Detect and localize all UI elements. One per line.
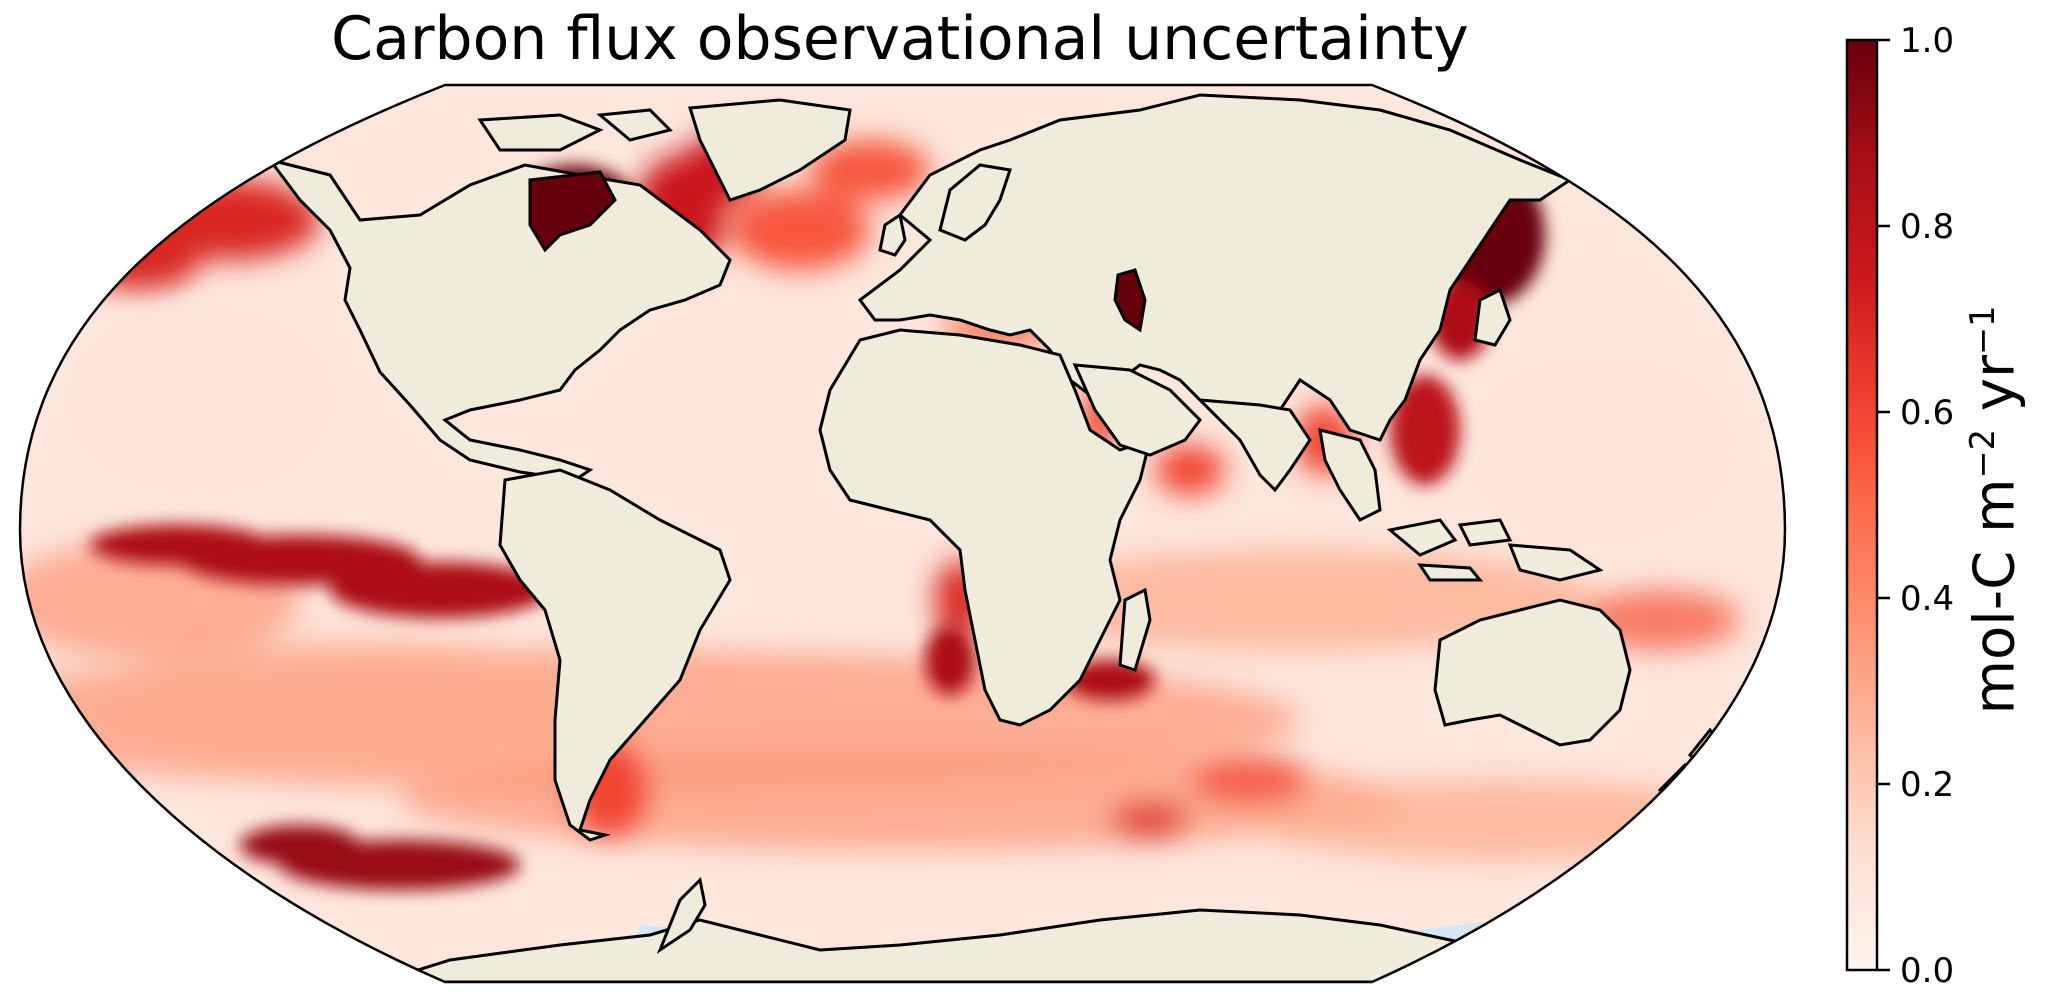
hudson-bay xyxy=(528,170,617,253)
land-masses xyxy=(266,93,1722,982)
background-band xyxy=(1250,780,1750,860)
colorbar-tick-label: 0.6 xyxy=(1900,393,1954,433)
hotspot-open-subtropical-gyres xyxy=(1480,370,1720,530)
australia xyxy=(1433,598,1632,747)
scandinavia xyxy=(938,163,1012,242)
colorbar-tick-label: 1.0 xyxy=(1900,21,1954,61)
background-band xyxy=(100,640,600,760)
japan xyxy=(1473,287,1512,347)
caspian-sea xyxy=(1113,268,1147,333)
madagascar xyxy=(1118,587,1152,672)
map-frame xyxy=(18,83,1787,984)
hotspot-southern-ocean-south-of-new-zealand xyxy=(240,825,360,865)
hotspot-arabian-sea xyxy=(1155,445,1225,495)
colorbar: 0.0 0.2 0.4 0.6 0.8 1.0 xyxy=(1845,21,1954,991)
hotspot-open-subtropical-gyres xyxy=(80,320,320,480)
colorbar-tick-label: 0.0 xyxy=(1900,951,1954,991)
hotspot-south-china-sea xyxy=(1390,375,1460,485)
hotspot-mozambique-channel-agulhas xyxy=(925,625,975,695)
britain xyxy=(878,212,907,257)
eurasia xyxy=(857,93,1574,464)
hotspot-north-atlantic-subpolar xyxy=(730,190,870,270)
arabia xyxy=(1072,363,1202,457)
colorbar-label: mol-C m−2 yr−1 xyxy=(1962,305,2028,715)
south-america xyxy=(498,468,732,842)
colorbar-tick-label: 0.8 xyxy=(1900,207,1954,247)
greenland xyxy=(688,98,852,202)
hotspot-north-atlantic-subpolar xyxy=(810,140,930,200)
africa xyxy=(818,328,1153,727)
india xyxy=(1196,398,1312,493)
background-band xyxy=(1110,800,1190,840)
colorbar-tick-label: 0.4 xyxy=(1900,579,1954,619)
map-title: Carbon flux observational uncertainty xyxy=(331,4,1469,74)
hotspot-peru-upwelling-eastern-equatorial-pacific- xyxy=(90,525,270,565)
background-band xyxy=(1190,755,1310,805)
uncertainty-field xyxy=(20,85,1785,982)
colorbar-tick-label: 0.2 xyxy=(1900,765,1954,805)
